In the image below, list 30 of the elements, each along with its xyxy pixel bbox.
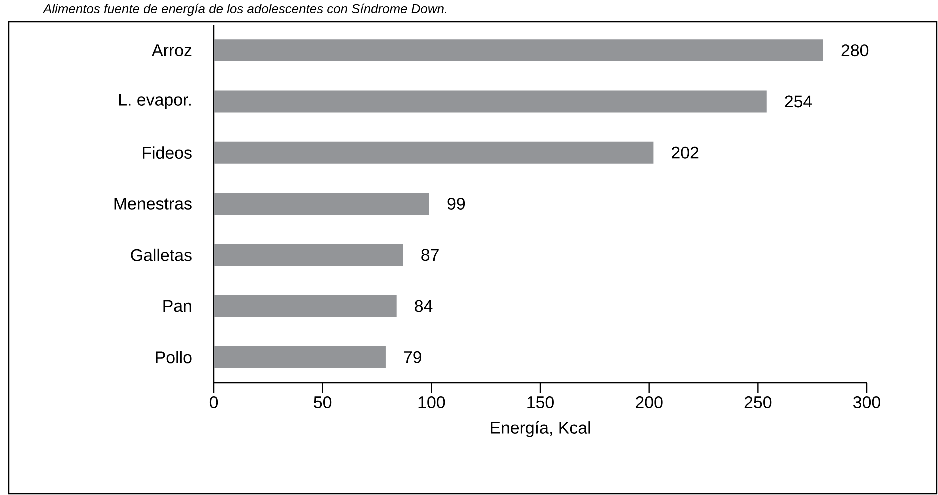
bar — [214, 192, 430, 215]
y-tick-label: Galletas — [131, 248, 192, 262]
x-tick-label: 300 — [854, 396, 880, 409]
bar — [214, 40, 824, 62]
y-tick-label: Menestras — [114, 198, 192, 210]
x-tick-label: 100 — [418, 396, 446, 409]
bar — [214, 142, 654, 164]
data-label: 99 — [448, 198, 466, 210]
bar — [214, 244, 404, 266]
data-label: 84 — [415, 300, 433, 312]
x-axis-title: Energía, Kcal — [491, 421, 590, 438]
bar — [214, 90, 767, 113]
data-label: 280 — [842, 44, 869, 57]
x-tick-label: 250 — [744, 396, 772, 409]
y-tick-label: Pan — [164, 300, 192, 312]
y-tick-label: Fideos — [143, 146, 192, 160]
chart-title: Alimentos fuente de energía de los adolescentes con Síndrome Down. — [42, 4, 446, 16]
data-label: 87 — [422, 249, 439, 262]
y-tick-label: Pollo — [156, 351, 192, 364]
data-label: 202 — [672, 146, 699, 159]
data-label: 79 — [404, 351, 422, 364]
x-tick-label: 200 — [636, 396, 663, 409]
y-tick-label: Arroz — [152, 44, 192, 56]
y-tick-label: L. evapor. — [119, 94, 191, 110]
x-tick-label: 50 — [314, 396, 332, 409]
data-label: 254 — [785, 96, 812, 108]
bar — [214, 346, 386, 368]
x-tick-label: 150 — [528, 396, 554, 409]
x-tick-label: 0 — [210, 396, 218, 409]
bar — [214, 295, 397, 318]
